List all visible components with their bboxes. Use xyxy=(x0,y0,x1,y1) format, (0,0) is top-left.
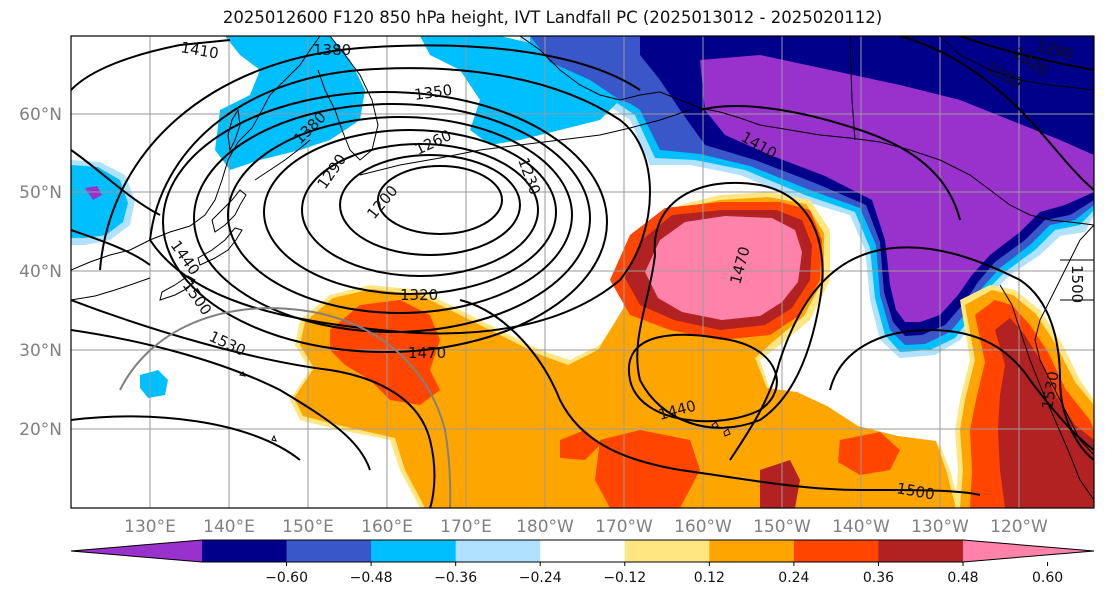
contour-label: 1350 xyxy=(413,81,453,104)
lon-label: 160°E xyxy=(361,517,413,537)
lon-label: 170°W xyxy=(595,517,653,537)
colorbar-segment xyxy=(624,540,710,562)
colorbar-tick-label: −0.48 xyxy=(350,570,393,586)
lon-label: 150°E xyxy=(282,517,334,537)
lon-label: 140°E xyxy=(203,517,255,537)
colorbar-outline xyxy=(70,539,1095,563)
lon-label: 130°W xyxy=(911,517,969,537)
contour-label: 1380 xyxy=(313,41,351,59)
colorbar-segment xyxy=(286,540,372,562)
map-frame xyxy=(70,35,1095,509)
lon-label: 180°W xyxy=(516,517,574,537)
colorbar-segment xyxy=(455,540,541,562)
colorbar-segment xyxy=(878,540,964,562)
colorbar-segment xyxy=(202,540,288,562)
lon-label: 120°W xyxy=(990,517,1048,537)
negative-ivt-fill xyxy=(71,36,1094,398)
colorbar-tick-label: −0.60 xyxy=(265,570,308,586)
lat-label: 50°N xyxy=(19,183,62,203)
colorbar-segment xyxy=(709,540,795,562)
colorbar-extend-high xyxy=(963,540,1094,562)
longitude-labels: 130°E 140°E 150°E 160°E 170°E 180°W 170°… xyxy=(124,517,1048,537)
map-title: 2025012600 F120 850 hPa height, IVT Land… xyxy=(222,8,883,27)
colorbar-tick-label: 0.24 xyxy=(778,570,809,586)
lon-label: 140°W xyxy=(832,517,890,537)
colorbar-tick-label: 0.60 xyxy=(1032,570,1063,586)
lat-label: 60°N xyxy=(19,105,62,125)
lat-label: 30°N xyxy=(19,341,62,361)
height-contours xyxy=(71,36,1094,508)
colorbar-extend-low xyxy=(71,540,202,562)
lat-label: 20°N xyxy=(19,420,62,440)
colorbar-tick-label: 0.48 xyxy=(947,570,978,586)
lon-label: 130°E xyxy=(124,517,176,537)
map-area: 1410 1380 1350 1260 1230 1200 1290 1380 … xyxy=(71,36,1094,508)
region-outline xyxy=(119,307,452,508)
colorbar-segment xyxy=(793,540,879,562)
contour-label: 1500 xyxy=(1068,265,1086,303)
colorbar-tick-label: 0.36 xyxy=(863,570,894,586)
colorbar-tick-label: 0.12 xyxy=(694,570,725,586)
lon-label: 170°E xyxy=(440,517,492,537)
contour-label: 1320 xyxy=(400,286,438,304)
lat-label: 40°N xyxy=(19,262,62,282)
colorbar-tick-label: −0.12 xyxy=(603,570,646,586)
latitude-labels: 60°N 50°N 40°N 30°N 20°N xyxy=(19,105,62,440)
colorbar-segment xyxy=(540,540,626,562)
colorbar-tick-label: −0.36 xyxy=(434,570,477,586)
colorbar-segment xyxy=(371,540,457,562)
lon-label: 160°W xyxy=(674,517,732,537)
colorbar: −0.60 −0.48 −0.36 −0.24 −0.12 0.12 0.24 0.36 0.4… xyxy=(70,539,1095,586)
colorbar-tick-label: −0.24 xyxy=(519,570,562,586)
gridlines xyxy=(71,36,1094,508)
lon-label: 150°W xyxy=(753,517,811,537)
contour-label: 1470 xyxy=(408,344,446,362)
